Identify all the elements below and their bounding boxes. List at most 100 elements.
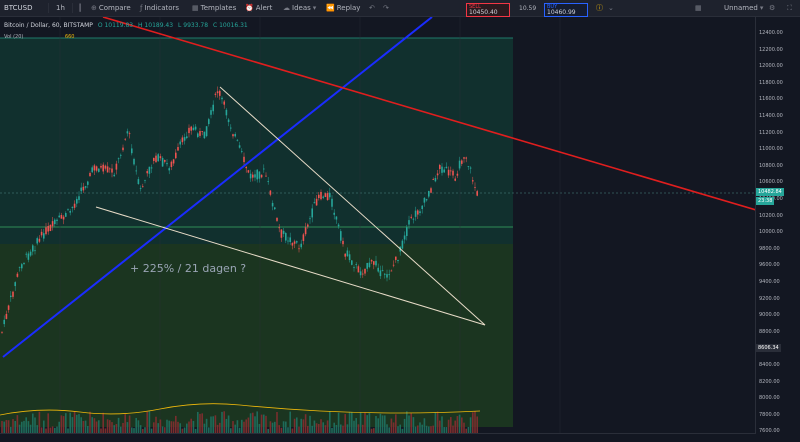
symbol-search-button[interactable]: BTCUSD	[4, 4, 33, 12]
candle-body	[43, 233, 45, 239]
candle-body	[274, 207, 276, 210]
candle-body	[366, 262, 368, 269]
candle-body	[474, 187, 476, 188]
volume-bar	[219, 422, 221, 433]
alert-button[interactable]: ⏰ Alert	[245, 2, 272, 14]
candle-body	[29, 251, 32, 256]
interval-button[interactable]: 1h	[56, 4, 65, 12]
candle-body	[146, 171, 148, 174]
expand-button[interactable]: ⌄	[608, 2, 614, 14]
volume-bar	[335, 424, 338, 433]
candle-body	[221, 97, 223, 100]
volume-bar	[181, 428, 184, 433]
compare-label: Compare	[98, 4, 131, 12]
volume-bar	[3, 421, 5, 433]
candle-body	[161, 157, 164, 167]
volume-bar	[227, 415, 230, 433]
volume-bar	[370, 428, 373, 433]
volume-bar	[172, 421, 175, 433]
candle-body	[267, 181, 269, 182]
undo-button[interactable]: ↶	[369, 2, 377, 14]
volume-bar	[425, 425, 428, 433]
volume-bar	[397, 426, 399, 433]
countdown-tag: 23:38	[756, 197, 775, 205]
chart-style-button[interactable]: ┃	[78, 2, 84, 14]
candle-body	[175, 152, 177, 159]
candle-body	[241, 151, 243, 152]
time-axis[interactable]	[0, 433, 756, 442]
candle-body	[177, 147, 179, 151]
legend-low: L 9933.78	[178, 22, 209, 29]
volume-bar	[271, 422, 274, 433]
sell-button[interactable]: SELL 10450.40	[466, 3, 510, 17]
candle-body	[450, 170, 452, 172]
buy-button[interactable]: BUY 10460.99	[544, 3, 588, 17]
price-tick: 11000.00	[759, 146, 783, 153]
volume-bar	[157, 423, 159, 433]
volume-bar	[346, 424, 349, 433]
volume-bar	[463, 422, 465, 433]
volume-bar	[472, 412, 474, 433]
candle-body	[102, 164, 104, 172]
volume-bar	[155, 416, 157, 433]
volume-bar	[265, 415, 267, 433]
layout-grid-button[interactable]: ▦	[695, 2, 704, 14]
templates-label: Templates	[200, 4, 237, 12]
templates-button[interactable]: ▦ Templates	[192, 2, 236, 14]
ideas-button[interactable]: ☁ Ideas ▾	[283, 2, 318, 14]
volume-bar	[324, 425, 327, 433]
candle-body	[23, 262, 25, 264]
candle-body	[434, 178, 437, 182]
volume-bar	[23, 420, 25, 433]
volume-bar	[260, 414, 263, 433]
candle-body	[36, 238, 38, 244]
price-chart[interactable]	[0, 17, 756, 433]
upper-zone	[0, 38, 513, 244]
replay-button[interactable]: ⏪ Replay	[326, 2, 360, 14]
volume-bar	[252, 412, 254, 433]
indicators-button[interactable]: ƒ Indicators	[140, 2, 179, 14]
volume-bar	[25, 417, 27, 433]
volume-bar	[133, 428, 135, 433]
volume-bar	[91, 417, 93, 433]
candle-body	[472, 180, 474, 182]
candle-body	[381, 270, 384, 272]
candle-body	[362, 273, 364, 275]
candle-body	[128, 133, 131, 135]
volume-bar	[102, 412, 104, 433]
volume-bar	[342, 425, 344, 433]
volume-bar	[351, 412, 353, 433]
candle-body	[148, 166, 151, 174]
volume-bar	[381, 415, 384, 433]
volume-bar	[439, 420, 441, 433]
candle-body	[355, 264, 357, 265]
volume-bar	[115, 424, 118, 433]
volume-bar	[36, 425, 38, 433]
price-tick: 11400.00	[759, 113, 783, 119]
volume-bar	[322, 422, 324, 433]
compare-button[interactable]: ⊕ Compare	[91, 2, 131, 14]
candle-body	[139, 188, 142, 189]
candle-body	[386, 274, 388, 278]
info-button[interactable]: ⓘ	[596, 2, 603, 14]
volume-bar	[326, 420, 329, 433]
buy-label: BUY	[547, 4, 558, 10]
buy-price: 10460.99	[547, 9, 576, 16]
fullscreen-button[interactable]: ⛶	[787, 2, 794, 14]
settings-button[interactable]: ⚙	[769, 2, 777, 14]
candle-body	[214, 93, 217, 95]
volume-bar	[117, 417, 120, 433]
chart-annotation[interactable]: + 225% / 21 dagen ?	[130, 262, 247, 275]
candle-body	[458, 160, 461, 169]
price-axis[interactable]	[755, 17, 800, 441]
redo-button[interactable]: ↷	[383, 2, 391, 14]
candle-body	[392, 264, 395, 266]
candle-body	[258, 171, 261, 179]
candle-body	[265, 175, 267, 177]
candle-body	[109, 168, 111, 170]
candle-body	[5, 313, 8, 319]
volume-bar	[238, 427, 241, 433]
price-tick: 8400.00	[759, 362, 780, 368]
candle-body	[60, 214, 63, 219]
layout-name[interactable]: Unnamed ▾	[724, 2, 765, 14]
